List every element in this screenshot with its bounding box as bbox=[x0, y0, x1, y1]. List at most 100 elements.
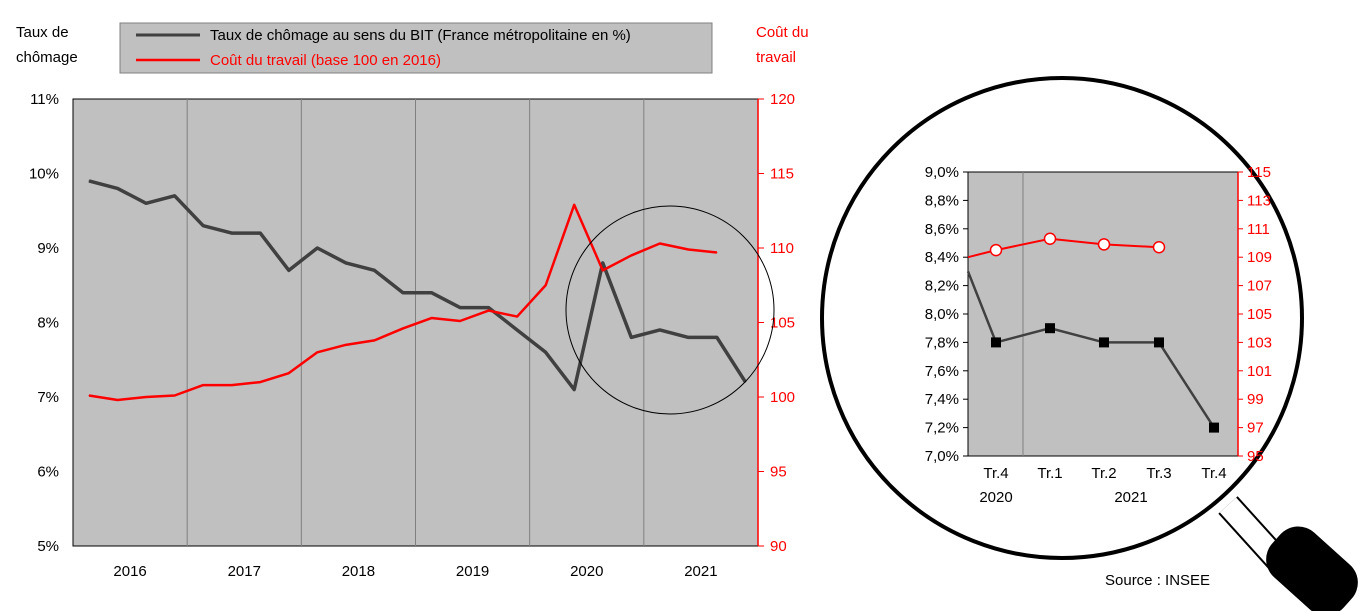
zoom-unemployment-marker bbox=[1045, 323, 1055, 334]
left-axis-title-line1: Taux de bbox=[16, 24, 69, 41]
main-right-ticks: 120 115 110 105 100 95 90 bbox=[758, 91, 795, 555]
zoom-y-tick-label: 7,0% bbox=[925, 448, 959, 465]
unemployment-point bbox=[174, 195, 176, 197]
zoom-x-tick-label: Tr.4 bbox=[1201, 465, 1226, 482]
zoom-y-tick-label: 8,4% bbox=[925, 249, 959, 266]
labour-cost-point bbox=[687, 248, 689, 250]
labour-cost-point bbox=[373, 339, 375, 341]
unemployment-point bbox=[259, 232, 261, 234]
zoom-y2-tick-label: 103 bbox=[1247, 334, 1272, 351]
labour-cost-point bbox=[117, 399, 119, 401]
y-tick-label: 9% bbox=[37, 240, 59, 257]
main-x-ticks: 2016 2017 2018 2019 2020 2021 bbox=[113, 563, 717, 580]
zoom-left-ticks: 9,0% 8,8% 8,6% 8,4% 8,2% 8,0% 7,8% 7,6% 7,4% 7,2%… bbox=[925, 164, 968, 465]
zoom-plot-area bbox=[967, 171, 1239, 457]
zoom-y2-tick-label: 113 bbox=[1247, 192, 1271, 209]
main-left-ticks: 11% 10% 9% 8% 7% 6% 5% bbox=[29, 91, 59, 555]
main-gridlines bbox=[186, 99, 645, 546]
unemployment-point bbox=[716, 336, 718, 338]
y-tick-label: 11% bbox=[30, 91, 59, 108]
zoom-labour-cost-marker bbox=[1152, 241, 1166, 254]
zoom-year-label: 2021 bbox=[1114, 489, 1147, 506]
x-tick-label: 2019 bbox=[456, 563, 489, 580]
labour-cost-point bbox=[630, 254, 632, 256]
unemployment-point bbox=[202, 225, 204, 227]
y2-tick-label: 95 bbox=[770, 464, 787, 481]
unemployment-point bbox=[402, 292, 404, 294]
zoom-y-tick-label: 8,8% bbox=[925, 192, 959, 209]
legend-box bbox=[119, 22, 713, 74]
unemployment-point bbox=[516, 329, 518, 331]
zoom-labour-cost-marker bbox=[1097, 238, 1111, 251]
zoom-y2-tick-label: 115 bbox=[1247, 164, 1271, 181]
unemployment-point bbox=[431, 292, 432, 294]
source-note: Source : INSEE bbox=[1105, 572, 1211, 589]
zoom-y2-tick-label: 107 bbox=[1247, 278, 1272, 295]
zoom-y2-tick-label: 97 bbox=[1247, 420, 1264, 437]
labour-cost-point bbox=[573, 204, 575, 206]
labour-cost-point bbox=[316, 351, 318, 353]
y2-tick-label: 115 bbox=[770, 166, 794, 183]
magnifier-handle-grip bbox=[1266, 526, 1358, 611]
unemployment-point bbox=[117, 187, 119, 189]
zoom-right-ticks: 115 113 111 109 107 105 103 101 99 97 95 bbox=[1238, 164, 1272, 465]
labour-cost-point bbox=[231, 384, 233, 386]
x-tick-label: 2021 bbox=[684, 563, 717, 580]
y2-tick-label: 90 bbox=[770, 538, 787, 555]
labour-cost-point bbox=[174, 395, 176, 397]
legend-label-unemployment: Taux de chômage au sens du BIT (France m… bbox=[210, 27, 631, 44]
legend-label-labour-cost: Coût du travail (base 100 en 2016) bbox=[210, 52, 441, 69]
unemployment-point bbox=[231, 232, 233, 234]
zoom-x-ticks: Tr.4 Tr.1 Tr.2 Tr.3 Tr.4 2020 2021 bbox=[979, 465, 1226, 506]
y2-tick-label: 100 bbox=[770, 389, 795, 406]
unemployment-point bbox=[687, 336, 689, 338]
zoom-y-tick-label: 7,4% bbox=[925, 391, 959, 408]
zoom-y2-tick-label: 109 bbox=[1247, 249, 1272, 266]
x-tick-label: 2020 bbox=[570, 563, 603, 580]
zoom-y-tick-label: 7,6% bbox=[925, 363, 959, 380]
zoom-y-tick-label: 9,0% bbox=[925, 164, 959, 181]
zoom-y-tick-label: 7,8% bbox=[925, 334, 959, 351]
unemployment-point bbox=[288, 269, 290, 271]
unemployment-point bbox=[373, 269, 375, 271]
zoom-year-label: 2020 bbox=[979, 489, 1012, 506]
zoom-series bbox=[966, 232, 1219, 433]
zoom-x-tick-label: Tr.3 bbox=[1146, 465, 1171, 482]
labour-cost-point bbox=[516, 316, 518, 318]
labour-cost-point bbox=[431, 317, 432, 319]
left-axis-title: Taux de chômage bbox=[16, 22, 78, 69]
unemployment-point bbox=[145, 202, 147, 204]
unemployment-point bbox=[659, 329, 661, 331]
unemployment-point bbox=[488, 307, 490, 309]
labour-cost-point bbox=[545, 284, 547, 286]
x-tick-label: 2016 bbox=[113, 563, 146, 580]
zoom-x-tick-label: Tr.1 bbox=[1037, 465, 1062, 482]
y2-tick-label: 110 bbox=[770, 240, 794, 257]
labour-cost-point bbox=[659, 243, 661, 245]
labour-cost-point bbox=[602, 269, 604, 271]
y-tick-label: 8% bbox=[37, 315, 59, 332]
unemployment-point bbox=[602, 262, 604, 264]
unemployment-point bbox=[545, 351, 547, 353]
zoom-y2-tick-label: 101 bbox=[1247, 363, 1272, 380]
labour-cost-point bbox=[345, 344, 347, 346]
labour-cost-point bbox=[716, 251, 718, 253]
unemployment-point bbox=[630, 336, 632, 338]
y-tick-label: 6% bbox=[37, 464, 59, 481]
zoom-unemployment-marker bbox=[991, 337, 1001, 348]
zoom-y2-tick-label: 111 bbox=[1247, 221, 1270, 238]
labour-cost-point bbox=[88, 395, 90, 397]
y-tick-label: 5% bbox=[37, 538, 59, 555]
labour-cost-point bbox=[288, 372, 290, 374]
unemployment-point bbox=[88, 180, 90, 182]
zoom-y-tick-label: 8,0% bbox=[925, 306, 959, 323]
zoom-x-tick-label: Tr.4 bbox=[983, 465, 1008, 482]
zoom-y2-tick-label: 95 bbox=[1247, 448, 1264, 465]
unemployment-point bbox=[316, 247, 318, 249]
y2-tick-label: 105 bbox=[770, 315, 795, 332]
x-tick-label: 2018 bbox=[342, 563, 375, 580]
zoom-unemployment-marker bbox=[1154, 337, 1164, 348]
zoom-unemployment-line bbox=[966, 270, 1216, 429]
right-axis-title-line2: travail bbox=[756, 49, 797, 66]
